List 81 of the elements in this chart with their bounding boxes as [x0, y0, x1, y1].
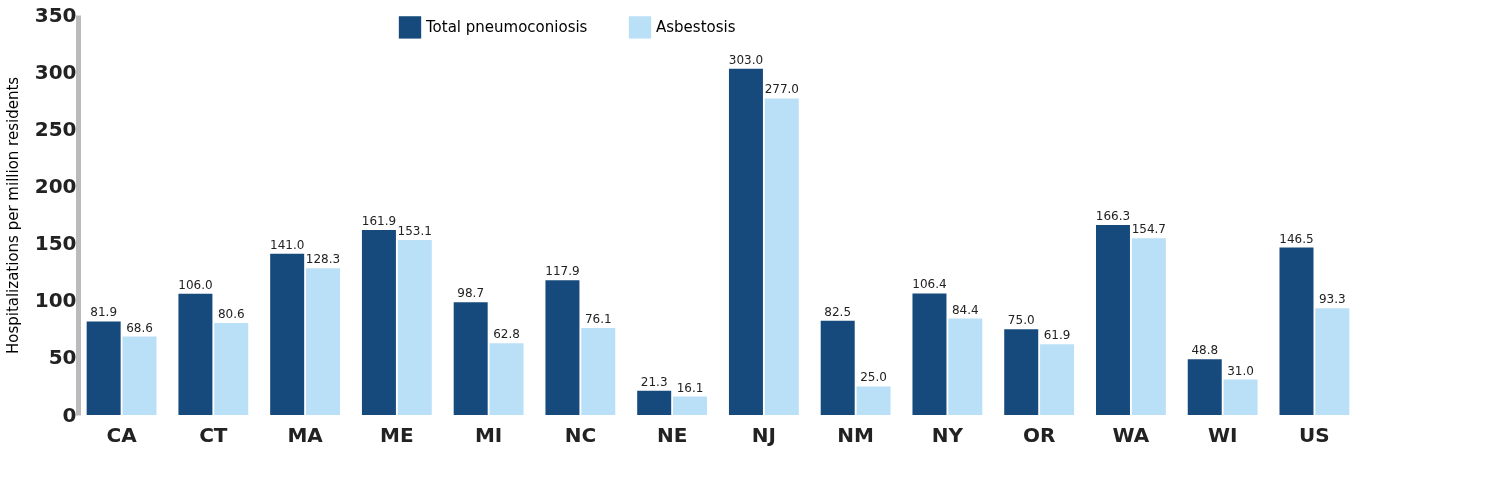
- bar: [86, 321, 121, 415]
- data-label: 153.1: [397, 224, 432, 239]
- bar: [122, 336, 157, 415]
- x-tick-label: NE: [656, 422, 688, 447]
- y-tick-label: 300: [34, 59, 77, 84]
- data-label: 62.8: [493, 327, 520, 342]
- x-tick-label: US: [1299, 422, 1330, 447]
- x-tick-label: CT: [199, 422, 228, 447]
- bar: [489, 343, 524, 415]
- bar: [178, 293, 213, 415]
- bar: [545, 280, 580, 415]
- x-tick-label: NM: [837, 422, 874, 447]
- x-tick-label: OR: [1022, 422, 1056, 447]
- data-label: 141.0: [270, 237, 305, 252]
- data-label: 31.0: [1227, 363, 1254, 378]
- data-label: 277.0: [764, 82, 799, 97]
- y-tick-label: 200: [34, 173, 77, 198]
- data-label: 16.1: [676, 380, 704, 395]
- data-label: 93.3: [1318, 292, 1346, 307]
- data-label: 146.5: [1279, 231, 1314, 246]
- y-tick-label: 150: [34, 231, 77, 256]
- y-tick-label: 0: [62, 402, 77, 427]
- y-tick-label: 350: [34, 2, 77, 27]
- bar: [820, 320, 855, 415]
- x-tick-label: CA: [106, 422, 138, 447]
- x-tick-label: WA: [1112, 422, 1150, 447]
- data-label: 84.4: [951, 302, 979, 317]
- x-tick-label: NC: [564, 422, 597, 447]
- bar: [1223, 379, 1258, 415]
- x-tick-label: MI: [474, 422, 503, 447]
- data-label: 106.0: [178, 277, 213, 292]
- data-label: 25.0: [860, 370, 887, 385]
- data-label: 48.8: [1191, 343, 1219, 358]
- bar: [1040, 344, 1075, 415]
- bar: [1131, 238, 1166, 415]
- bar: [1187, 359, 1222, 415]
- data-label: 81.9: [90, 305, 118, 320]
- y-tick-label: 250: [34, 116, 77, 141]
- legend-label: Total pneumoconiosis: [425, 18, 588, 37]
- bar: [637, 390, 672, 415]
- data-label: 61.9: [1043, 328, 1071, 343]
- data-label: 106.4: [912, 277, 947, 292]
- bar: [912, 293, 947, 415]
- data-label: 154.7: [1131, 222, 1166, 237]
- bar: [361, 229, 396, 415]
- x-tick-label: ME: [380, 422, 414, 447]
- bar: [948, 318, 983, 415]
- data-label: 76.1: [584, 312, 612, 327]
- x-tick-label: WI: [1207, 422, 1238, 447]
- x-tick-label: NY: [931, 422, 964, 447]
- bar: [214, 322, 249, 415]
- y-axis-title: Hospitalizations per million residents: [3, 76, 22, 355]
- bar: [764, 98, 799, 415]
- data-label: 68.6: [126, 320, 153, 335]
- bar: [306, 268, 341, 415]
- legend-label: Asbestosis: [656, 18, 736, 37]
- data-label: 80.6: [217, 306, 245, 321]
- data-label: 21.3: [640, 374, 668, 389]
- data-label: 82.5: [824, 304, 852, 319]
- data-label: 117.9: [545, 264, 580, 279]
- data-label: 161.9: [361, 213, 397, 228]
- bar: [270, 253, 305, 415]
- bar: [453, 302, 488, 415]
- bar: [1315, 308, 1350, 415]
- data-label: 303.0: [728, 52, 764, 67]
- data-label: 75.0: [1007, 313, 1035, 328]
- data-label: 166.3: [1095, 208, 1131, 223]
- bar: [1095, 224, 1130, 415]
- y-tick-label: 100: [34, 288, 77, 313]
- bar: [1004, 329, 1039, 415]
- bar: [673, 396, 708, 415]
- data-label: 98.7: [457, 286, 485, 301]
- bar: [1279, 247, 1314, 415]
- x-tick-label: NJ: [751, 422, 776, 447]
- bar: [581, 328, 616, 415]
- data-label: 128.3: [305, 252, 341, 267]
- bar: [856, 386, 891, 415]
- y-tick-label: 50: [48, 345, 77, 370]
- x-tick-label: MA: [287, 422, 324, 447]
- bar: [728, 68, 763, 415]
- bar: [397, 240, 432, 415]
